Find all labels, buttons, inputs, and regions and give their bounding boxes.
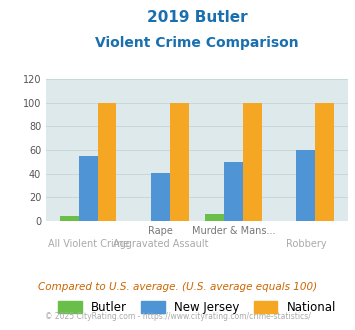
Text: Rape: Rape — [148, 226, 173, 236]
Text: Aggravated Assault: Aggravated Assault — [113, 239, 208, 249]
Text: Violent Crime Comparison: Violent Crime Comparison — [95, 36, 299, 50]
Bar — [170, 103, 189, 221]
Bar — [98, 103, 116, 221]
Text: Robbery: Robbery — [285, 239, 326, 249]
Bar — [205, 214, 224, 221]
Bar — [79, 156, 98, 221]
Bar — [224, 162, 243, 221]
Text: All Violent Crime: All Violent Crime — [48, 239, 129, 249]
Bar — [151, 173, 170, 221]
Text: © 2025 CityRating.com - https://www.cityrating.com/crime-statistics/: © 2025 CityRating.com - https://www.city… — [45, 312, 310, 321]
Bar — [296, 150, 315, 221]
Legend: Butler, New Jersey, National: Butler, New Jersey, National — [58, 301, 336, 314]
Text: 2019 Butler: 2019 Butler — [147, 10, 247, 25]
Bar — [60, 216, 79, 221]
Text: Murder & Mans...: Murder & Mans... — [192, 226, 275, 236]
Bar — [315, 103, 334, 221]
Text: Compared to U.S. average. (U.S. average equals 100): Compared to U.S. average. (U.S. average … — [38, 282, 317, 292]
Bar — [243, 103, 262, 221]
